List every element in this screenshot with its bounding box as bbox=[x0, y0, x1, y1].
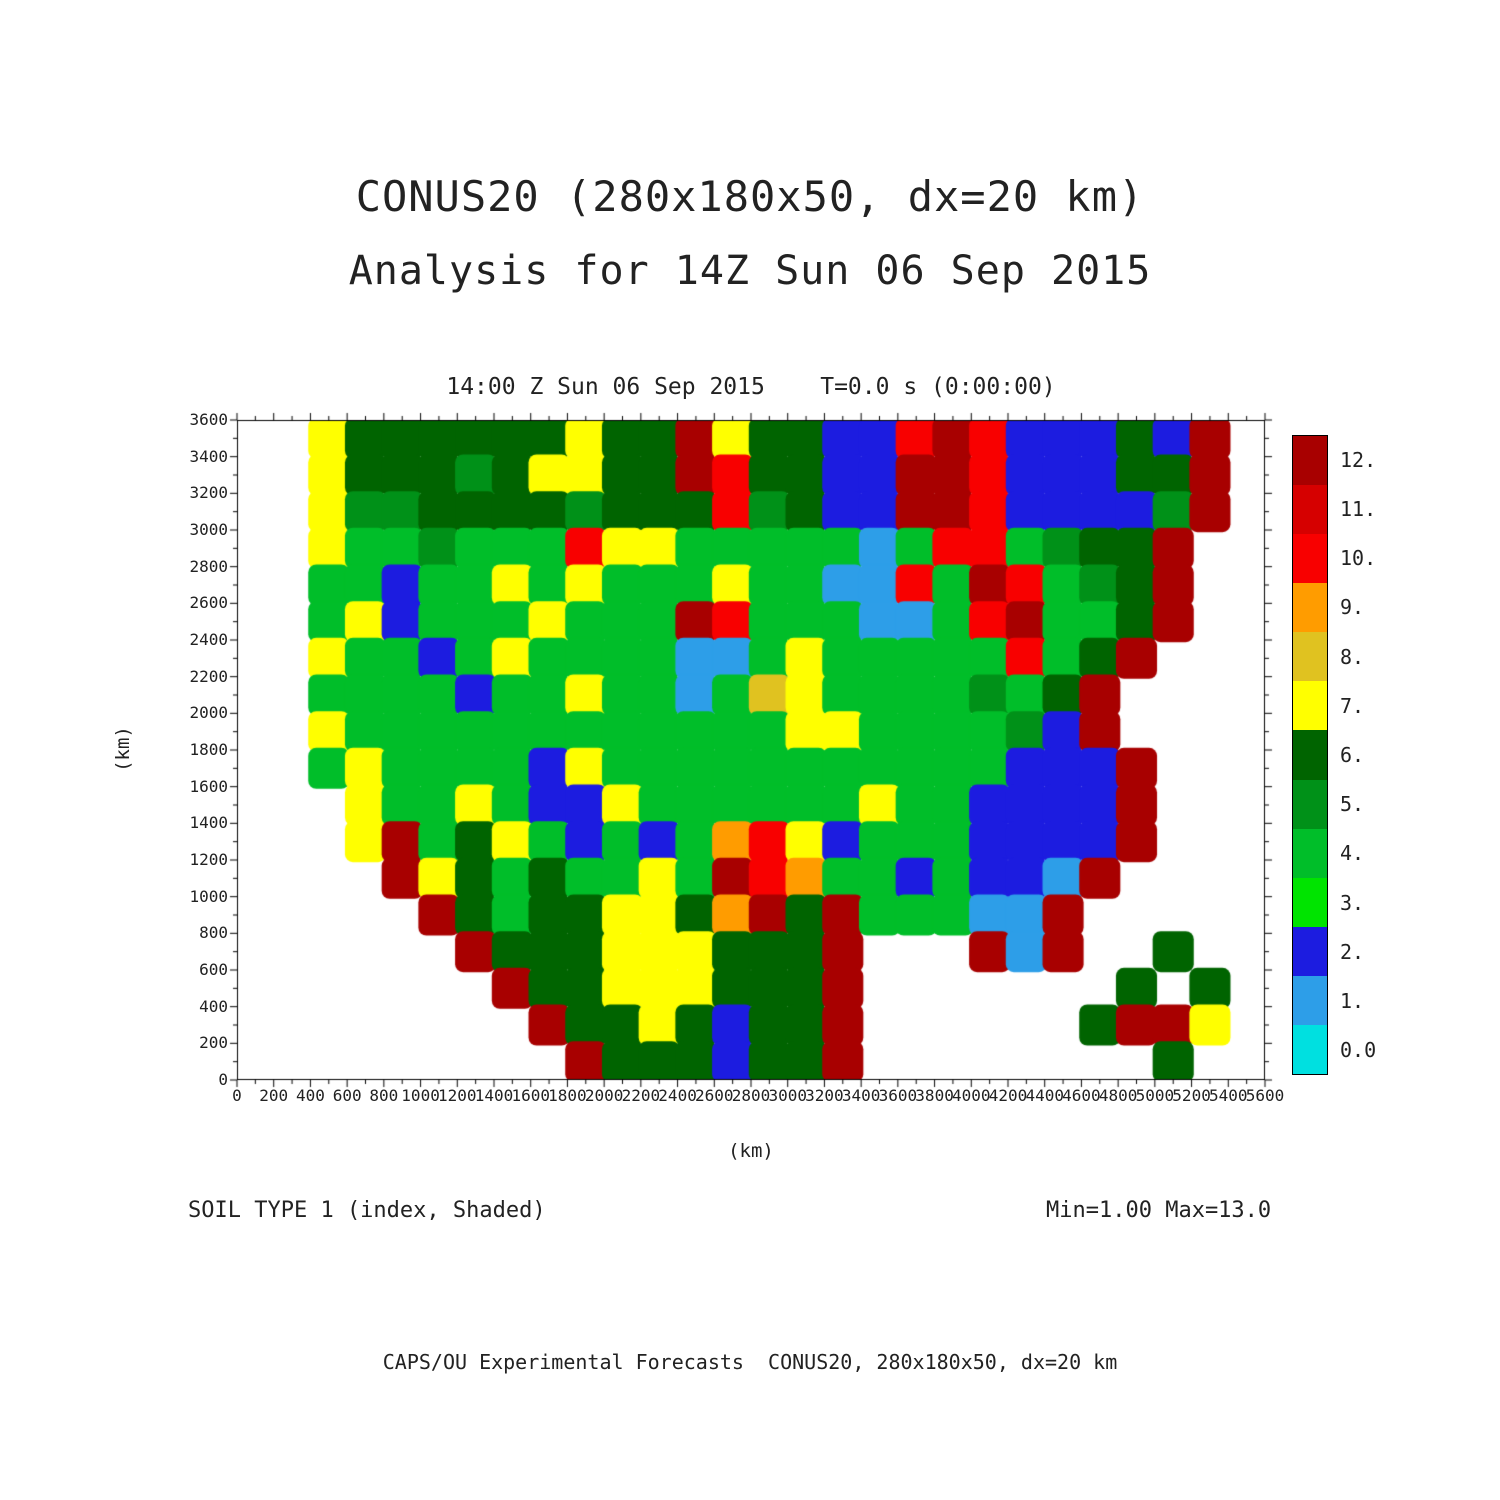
x-tick-label: 1600 bbox=[511, 1086, 550, 1105]
x-tick-label: 1000 bbox=[401, 1086, 440, 1105]
x-tick-label: 3000 bbox=[768, 1086, 807, 1105]
colorbar-tick-label: 10. bbox=[1340, 546, 1377, 571]
x-tick-label: 3600 bbox=[878, 1086, 918, 1105]
colorbar-tick-label: 8. bbox=[1340, 644, 1365, 669]
x-tick-label: 4600 bbox=[1062, 1086, 1101, 1105]
colorbar-tick-label: 3. bbox=[1340, 890, 1365, 915]
minmax-label: Min=1.00 Max=13.0 bbox=[1046, 1198, 1272, 1223]
y-tick-label: 1000 bbox=[189, 886, 228, 906]
colorbar-tick-label: 0.0 bbox=[1340, 1038, 1377, 1063]
colorbar-segment bbox=[1293, 975, 1327, 1025]
x-tick-label: 2600 bbox=[695, 1086, 734, 1105]
x-tick-label: 1200 bbox=[438, 1086, 477, 1105]
x-tick-label: 4200 bbox=[988, 1086, 1028, 1105]
x-tick-label: 3400 bbox=[841, 1086, 881, 1105]
x-tick-label: 400 bbox=[295, 1086, 325, 1105]
x-tick-label: 4400 bbox=[1025, 1086, 1064, 1105]
y-tick-label: 2600 bbox=[189, 593, 228, 613]
y-axis-label: (km) bbox=[111, 726, 134, 772]
colorbar-tick-label: 2. bbox=[1340, 939, 1365, 964]
soil-type-map-canvas bbox=[224, 407, 1278, 1093]
y-tick-label: 2400 bbox=[189, 630, 228, 649]
field-label: SOIL TYPE 1 (index, Shaded) bbox=[188, 1198, 546, 1223]
x-tick-label: 5200 bbox=[1172, 1086, 1211, 1105]
x-tick-label: 5600 bbox=[1245, 1086, 1285, 1105]
colorbar-segment bbox=[1293, 436, 1327, 486]
colorbar-segment bbox=[1293, 485, 1327, 535]
x-tick-label: 4800 bbox=[1098, 1086, 1138, 1105]
x-axis-label: (km) bbox=[728, 1140, 774, 1162]
x-tick-label: 2200 bbox=[621, 1086, 661, 1105]
y-tick-label: 3400 bbox=[189, 446, 228, 466]
x-tick-label: 2000 bbox=[584, 1086, 624, 1105]
colorbar-segment bbox=[1293, 877, 1327, 927]
x-tick-label: 1400 bbox=[474, 1086, 514, 1105]
colorbar bbox=[1292, 435, 1328, 1075]
y-tick-label: 3600 bbox=[189, 410, 228, 429]
x-tick-label: 600 bbox=[332, 1086, 362, 1105]
x-tick-label: 1800 bbox=[548, 1086, 587, 1105]
y-tick-label: 800 bbox=[199, 923, 228, 943]
y-tick-label: 2800 bbox=[189, 556, 228, 576]
main-title-line1: CONUS20 (280x180x50, dx=20 km) bbox=[355, 172, 1145, 221]
y-tick-label: 2200 bbox=[189, 666, 228, 686]
colorbar-tick-label: 9. bbox=[1340, 595, 1365, 620]
x-tick-label: 3800 bbox=[915, 1086, 954, 1105]
colorbar-segment bbox=[1293, 534, 1327, 584]
colorbar-tick-label: 1. bbox=[1340, 989, 1365, 1014]
colorbar-segment bbox=[1293, 828, 1327, 878]
colorbar-tick-label: 6. bbox=[1340, 743, 1365, 767]
y-tick-label: 400 bbox=[199, 996, 228, 1016]
x-tick-label: 2800 bbox=[731, 1086, 771, 1105]
y-tick-label: 0 bbox=[218, 1070, 228, 1089]
y-tick-label: 1400 bbox=[189, 813, 228, 833]
y-tick-label: 1600 bbox=[189, 776, 228, 796]
y-tick-label: 3200 bbox=[189, 483, 228, 503]
colorbar-tick-label: 5. bbox=[1340, 792, 1365, 817]
y-tick-label: 3000 bbox=[189, 520, 228, 539]
x-tick-label: 5000 bbox=[1135, 1086, 1175, 1105]
colorbar-segment bbox=[1293, 632, 1327, 682]
main-title-line2: Analysis for 14Z Sun 06 Sep 2015 bbox=[348, 248, 1152, 294]
colorbar-segment bbox=[1293, 730, 1327, 780]
colorbar-segment bbox=[1293, 583, 1327, 633]
colorbar-tick-label: 4. bbox=[1340, 841, 1365, 866]
plot-title: 14:00 Z Sun 06 Sep 2015 T=0.0 s (0:00:00… bbox=[446, 374, 1056, 400]
colorbar-tick-label: 11. bbox=[1340, 496, 1377, 521]
colorbar-tick-label: 12. bbox=[1340, 447, 1377, 472]
y-tick-label: 600 bbox=[199, 960, 228, 979]
colorbar-segment bbox=[1293, 779, 1327, 829]
x-tick-label: 3200 bbox=[805, 1086, 844, 1105]
x-tick-label: 4000 bbox=[952, 1086, 991, 1105]
colorbar-segment bbox=[1293, 681, 1327, 731]
colorbar-tick-label: 7. bbox=[1340, 693, 1365, 718]
y-tick-label: 2000 bbox=[189, 703, 228, 723]
x-tick-label: 5400 bbox=[1209, 1086, 1248, 1105]
y-tick-label: 200 bbox=[199, 1033, 228, 1053]
x-tick-label: 2400 bbox=[658, 1086, 697, 1105]
y-tick-label: 1800 bbox=[189, 740, 228, 759]
x-tick-label: 200 bbox=[259, 1086, 289, 1105]
colorbar-segment bbox=[1293, 1024, 1327, 1075]
y-tick-label: 1200 bbox=[189, 850, 228, 869]
colorbar-segment bbox=[1293, 926, 1327, 976]
x-tick-label: 0 bbox=[232, 1086, 242, 1105]
footer-credit: CAPS/OU Experimental Forecasts CONUS20, … bbox=[382, 1350, 1118, 1374]
x-tick-label: 800 bbox=[369, 1086, 399, 1105]
